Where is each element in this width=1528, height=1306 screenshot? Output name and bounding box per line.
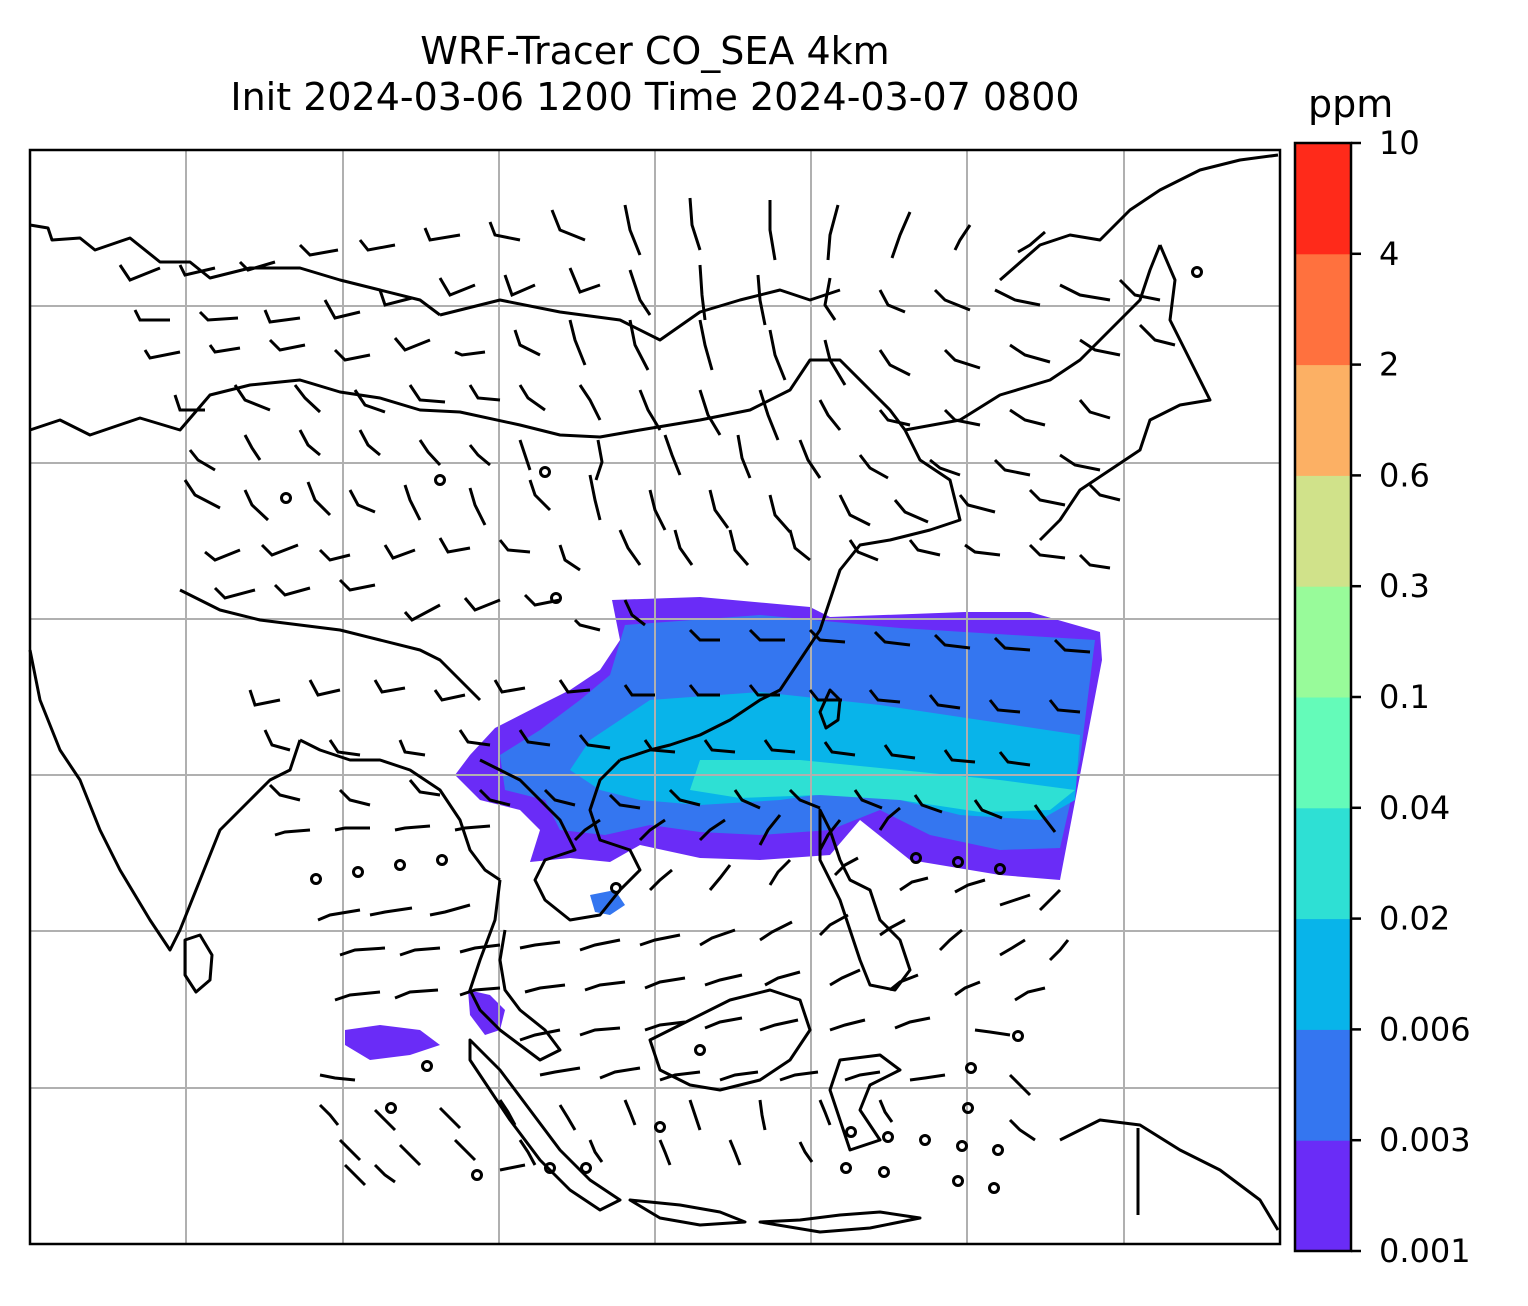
colorbar-segment <box>1295 586 1351 698</box>
wind-barb-row-14 <box>339 913 1070 962</box>
wind-barb-row-6 <box>183 474 1121 533</box>
wind-barb-row-3 <box>143 319 1176 386</box>
coastline-japan <box>1038 244 1212 542</box>
coastline-north-asia <box>29 223 441 317</box>
wind-barb-row-4 <box>173 384 1111 441</box>
coastline-timor <box>758 1210 922 1234</box>
colorbar-segment <box>1295 253 1351 366</box>
coastline-sulawesi <box>828 1053 902 1152</box>
colorbar-unit-label: ppm <box>1308 82 1394 126</box>
coastline-korea-china <box>904 244 1162 432</box>
coastline-sumatra <box>468 1038 622 1212</box>
gridlines <box>30 150 1280 1244</box>
colorbar-segment <box>1295 364 1351 476</box>
title-line-2: Init 2024-03-06 1200 Time 2024-03-07 080… <box>230 75 1080 119</box>
colorbar-tick-label: 4 <box>1379 235 1399 273</box>
calm-markers <box>280 266 1203 1194</box>
colorbar-tick-label: 0.001 <box>1379 1232 1471 1270</box>
colorbar-tick-label: 0.006 <box>1379 1010 1471 1048</box>
wind-barb-row-2 <box>133 264 1161 326</box>
plume-peak <box>690 760 1075 812</box>
colorbar-tick-label: 0.04 <box>1379 789 1450 827</box>
wind-barb-row-8 <box>213 578 1091 654</box>
colorbar-segment <box>1295 1140 1351 1252</box>
colorbar-segment <box>1295 697 1351 809</box>
wind-barb-row-10 <box>263 729 1031 767</box>
border-mongolia-north <box>439 288 841 342</box>
map-panel <box>28 148 1282 1246</box>
colorbar-tick-label: 2 <box>1379 346 1399 384</box>
colorbar-segment <box>1295 918 1351 1030</box>
wind-barb-row-9 <box>248 679 1081 714</box>
map-frame <box>28 148 1282 1246</box>
tracer-plume <box>345 597 1102 1060</box>
plume-southern-patch <box>345 1025 440 1060</box>
wind-barb-row-12 <box>274 806 901 851</box>
coastline-northeast <box>999 153 1279 282</box>
wind-barb-row-13 <box>317 856 1062 922</box>
colorbar-tick-label: 0.3 <box>1379 567 1430 605</box>
coastline-bay-of-bengal <box>299 738 501 882</box>
wind-barb-row-7 <box>204 529 1111 572</box>
wind-barbs <box>118 197 1176 1187</box>
wind-barb-row-15 <box>334 968 1046 1002</box>
wind-barb-row-20 <box>343 1163 526 1187</box>
wind-barb-row-18 <box>318 1099 1036 1142</box>
map-title: WRF-Tracer CO_SEA 4km Init 2024-03-06 12… <box>30 28 1280 120</box>
colorbar: 0.001 0.003 0.006 0.02 0.04 0.1 0.3 0.6 2 4 10 <box>1293 124 1471 1270</box>
title-line-1: WRF-Tracer CO_SEA 4km <box>420 29 890 73</box>
coastline-borneo <box>648 988 812 1092</box>
coastline-himalaya-border <box>179 588 482 702</box>
coastline-china-east <box>619 429 962 762</box>
wind-barb-row-17 <box>319 1066 1032 1097</box>
colorbar-segment <box>1295 143 1351 255</box>
coastline-india <box>28 649 302 952</box>
coastline-new-guinea <box>1059 1118 1280 1231</box>
colorbar-tick-label: 0.02 <box>1379 900 1450 938</box>
wind-barb-row-16 <box>519 1016 1011 1042</box>
wind-barb-row-11 <box>268 779 1057 833</box>
coastline-indochina <box>479 758 642 922</box>
colorbar-segment <box>1295 807 1351 920</box>
coastline-sri-lanka <box>183 933 214 994</box>
coastline-taiwan <box>818 688 842 730</box>
colorbar-segment <box>1295 1029 1351 1141</box>
coastline-java <box>628 1198 747 1227</box>
colorbar-tick-label: 0.6 <box>1379 456 1430 494</box>
border-central-asia <box>29 358 907 439</box>
wind-barb-row-5 <box>188 429 1101 481</box>
colorbar-tick-label: 0.1 <box>1379 678 1430 716</box>
wind-barb-row-1 <box>118 197 1046 282</box>
colorbar-tick-label: 10 <box>1379 124 1420 162</box>
colorbar-tick-label: 0.003 <box>1379 1121 1471 1159</box>
colorbar-segment <box>1295 475 1351 587</box>
wind-barb-row-19 <box>338 1138 814 1167</box>
coastline-malay-peninsula <box>468 879 562 1062</box>
